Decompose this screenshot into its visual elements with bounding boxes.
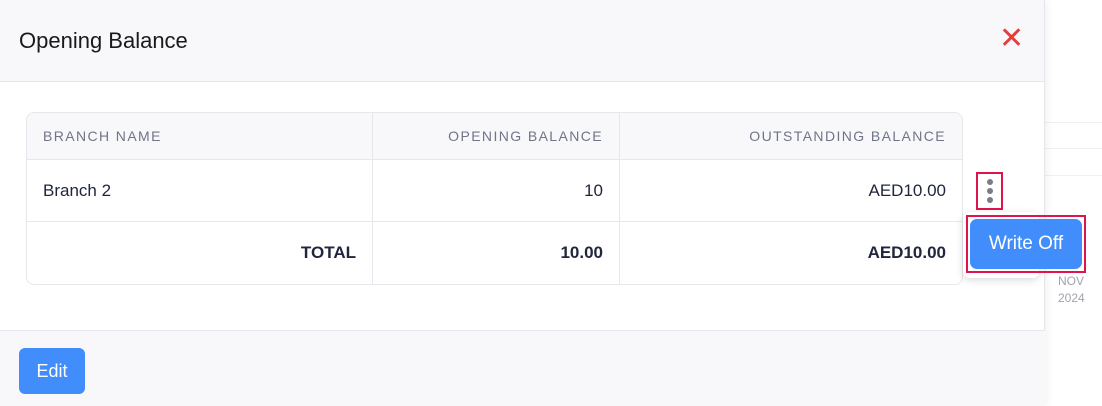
write-off-button-wrapper: Write Off <box>966 215 1086 273</box>
vertical-ellipsis-icon[interactable] <box>976 172 1003 210</box>
background-month: NOV <box>1058 274 1085 288</box>
divider <box>1045 122 1102 123</box>
total-label: TOTAL <box>27 222 373 284</box>
header-outstanding-balance: OUTSTANDING BALANCE <box>749 128 946 144</box>
modal-footer: Edit <box>0 330 1045 406</box>
divider <box>1045 148 1102 149</box>
write-off-button[interactable]: Write Off <box>970 219 1082 269</box>
header-opening-balance: OPENING BALANCE <box>373 113 620 159</box>
background-page <box>1045 0 1102 406</box>
branch-balance-table: BRANCH NAME OPENING BALANCE OUTSTANDING … <box>26 112 963 285</box>
edit-button[interactable]: Edit <box>19 348 85 394</box>
branch-name: Branch 2 <box>27 160 373 221</box>
background-year: 2024 <box>1058 291 1085 305</box>
opening-balance-modal: Opening Balance ✕ BRANCH NAME OPENING BA… <box>0 0 1045 406</box>
total-outstanding: AED10.00 <box>867 243 946 262</box>
total-row: TOTAL 10.00 AED10.00 <box>27 222 962 284</box>
header-branch-name: BRANCH NAME <box>27 113 373 159</box>
total-opening: 10.00 <box>373 222 620 284</box>
divider <box>1045 175 1102 176</box>
close-icon[interactable]: ✕ <box>999 22 1025 55</box>
opening-balance: 10 <box>373 160 620 221</box>
modal-header: Opening Balance ✕ <box>0 0 1044 82</box>
table-header: BRANCH NAME OPENING BALANCE OUTSTANDING … <box>27 113 962 160</box>
modal-title: Opening Balance <box>19 28 188 53</box>
table-row: Branch 2 10 AED10.00 <box>27 160 962 222</box>
outstanding-balance: AED10.00 <box>868 180 947 200</box>
